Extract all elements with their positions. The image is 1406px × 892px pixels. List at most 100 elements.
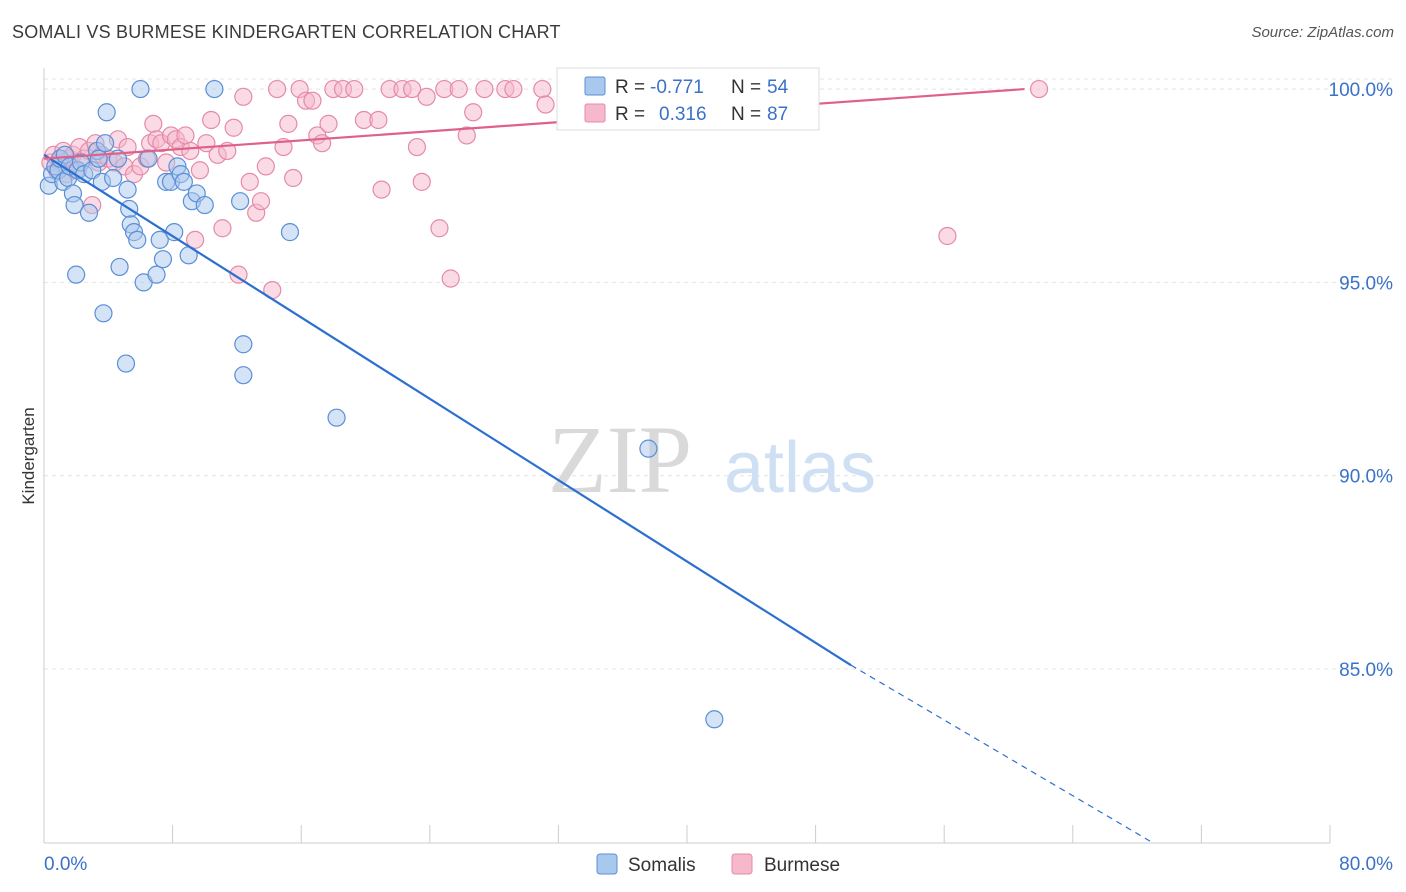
somalis-trend-extension bbox=[850, 664, 1154, 844]
burmese-point-47 bbox=[256, 157, 275, 176]
somalis-point-47 bbox=[205, 79, 224, 99]
somalis-point-26 bbox=[118, 180, 137, 199]
burmese-point-76 bbox=[464, 103, 483, 122]
burmese-point-39 bbox=[213, 219, 232, 238]
burmese-point-42 bbox=[229, 265, 248, 284]
burmese-point-35 bbox=[190, 161, 210, 180]
y-tick-label-90: 90.0% bbox=[1339, 467, 1393, 488]
burmese-point-73 bbox=[441, 269, 460, 288]
burmese-point-68 bbox=[407, 137, 427, 157]
legend-swatch-somalis bbox=[584, 76, 606, 96]
somalis-point-36 bbox=[153, 250, 173, 269]
somalis-point-19 bbox=[94, 304, 113, 323]
somalis-point-20 bbox=[95, 134, 115, 153]
somalis-point-53 bbox=[639, 439, 658, 458]
bottom-legend-burmese: Burmese bbox=[764, 855, 840, 876]
legend-r-label-burmese: R = bbox=[615, 104, 645, 125]
burmese-point-67 bbox=[403, 79, 422, 99]
somalis-point-42 bbox=[174, 172, 193, 191]
x-tick-label-0: 0.0% bbox=[44, 854, 87, 875]
bottom-legend: Somalis Burmese bbox=[596, 853, 840, 876]
somalis-point-14 bbox=[79, 203, 99, 222]
somalis-points bbox=[39, 79, 724, 729]
somalis-point-25 bbox=[116, 354, 136, 373]
watermark: ZIP atlas bbox=[548, 406, 876, 513]
somalis-point-49 bbox=[234, 335, 253, 354]
burmese-point-58 bbox=[319, 114, 338, 133]
legend-n-value-burmese: 87 bbox=[767, 104, 788, 125]
y-tick-label-95: 95.0% bbox=[1339, 273, 1393, 294]
somalis-point-55 bbox=[67, 265, 86, 284]
burmese-point-25 bbox=[144, 114, 163, 133]
legend-r-value-burmese: 0.316 bbox=[659, 104, 707, 125]
somalis-point-48 bbox=[231, 192, 250, 211]
somalis-point-24 bbox=[110, 257, 129, 277]
somalis-point-17 bbox=[89, 149, 108, 168]
somalis-point-50 bbox=[234, 366, 253, 385]
burmese-point-43 bbox=[234, 87, 253, 106]
legend-n-label-burmese: N = bbox=[731, 104, 761, 125]
somalis-point-31 bbox=[131, 79, 150, 99]
watermark-atlas: atlas bbox=[724, 428, 876, 508]
burmese-point-79 bbox=[504, 79, 523, 99]
burmese-point-51 bbox=[279, 114, 298, 133]
burmese-point-63 bbox=[369, 110, 388, 130]
legend-r-label-somalis: R = bbox=[615, 77, 645, 98]
burmese-point-55 bbox=[303, 91, 322, 110]
somalis-trend-line bbox=[43, 153, 852, 667]
burmese-point-71 bbox=[430, 219, 449, 238]
y-axis-label: Kindergarten bbox=[19, 407, 38, 504]
x-tick-labels: 0.0% 80.0% bbox=[44, 854, 1393, 875]
somalis-point-10 bbox=[65, 195, 84, 215]
bottom-legend-somalis: Somalis bbox=[628, 855, 696, 876]
burmese-point-44 bbox=[240, 172, 259, 191]
somalis-point-30 bbox=[128, 230, 147, 249]
burmese-point-77 bbox=[475, 79, 494, 99]
burmese-point-41 bbox=[224, 118, 243, 137]
legend-swatch-burmese bbox=[584, 103, 606, 123]
somalis-point-52 bbox=[327, 408, 346, 427]
somalis-point-54 bbox=[705, 710, 724, 729]
somalis-point-46 bbox=[195, 195, 214, 215]
y-tick-labels: 85.0% 90.0% 95.0% 100.0% bbox=[1329, 80, 1394, 681]
somalis-point-51 bbox=[280, 223, 300, 242]
somalis-point-21 bbox=[97, 103, 116, 122]
burmese-point-70 bbox=[417, 87, 436, 106]
burmese-point-69 bbox=[412, 172, 431, 191]
legend-n-label-somalis: N = bbox=[731, 77, 761, 98]
burmese-point-81 bbox=[536, 95, 555, 114]
burmese-point-61 bbox=[345, 79, 364, 99]
y-tick-label-85: 85.0% bbox=[1339, 660, 1393, 681]
burmese-point-32 bbox=[176, 126, 195, 145]
chart-title: SOMALI VS BURMESE KINDERGARTEN CORRELATI… bbox=[12, 22, 561, 42]
burmese-point-74 bbox=[449, 79, 468, 99]
burmese-point-33 bbox=[181, 141, 200, 161]
burmese-point-86 bbox=[1029, 79, 1049, 99]
somalis-point-34 bbox=[147, 265, 166, 284]
burmese-point-80 bbox=[533, 79, 552, 99]
burmese-point-37 bbox=[202, 110, 221, 130]
x-tick-label-80: 80.0% bbox=[1339, 854, 1393, 875]
burmese-point-20 bbox=[118, 137, 137, 157]
axes bbox=[43, 68, 1331, 844]
burmese-point-75 bbox=[457, 126, 476, 145]
burmese-point-34 bbox=[186, 230, 205, 249]
somalis-point-35 bbox=[150, 230, 169, 249]
legend-r-value-somalis: -0.771 bbox=[650, 77, 704, 98]
burmese-point-85 bbox=[938, 226, 957, 246]
watermark-zip: ZIP bbox=[548, 406, 692, 513]
burmese-point-52 bbox=[284, 168, 303, 188]
bottom-legend-swatch-burmese bbox=[731, 853, 753, 875]
burmese-point-57 bbox=[312, 134, 332, 153]
y-tick-label-100: 100.0% bbox=[1329, 80, 1394, 101]
burmese-trend-line bbox=[43, 87, 1025, 160]
somalis-point-22 bbox=[104, 168, 123, 188]
legend-n-value-somalis: 54 bbox=[767, 77, 789, 98]
burmese-point-49 bbox=[267, 79, 287, 99]
source-label: Source: ZipAtlas.com bbox=[1251, 24, 1394, 41]
burmese-point-46 bbox=[251, 192, 271, 211]
bottom-legend-swatch-somalis bbox=[596, 853, 618, 875]
legend-box: R = -0.771 N = 54 R = 0.316 N = 87 bbox=[556, 67, 820, 131]
trend-lines bbox=[43, 87, 1154, 844]
